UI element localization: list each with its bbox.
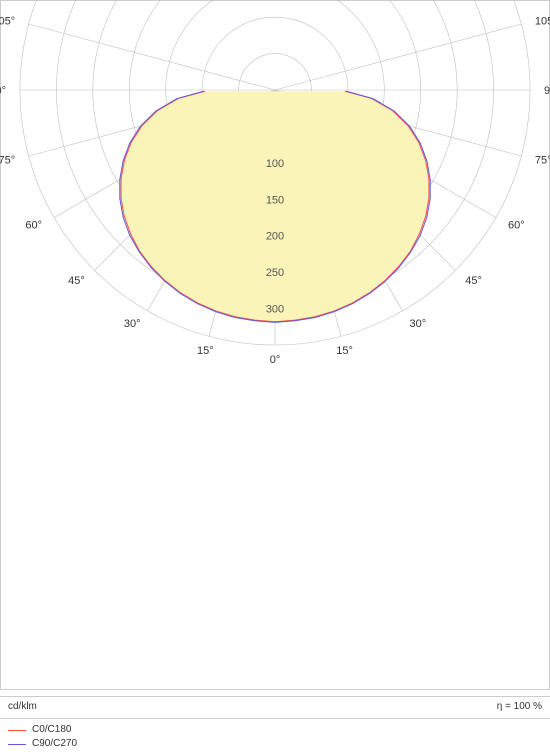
svg-text:15°: 15° [336, 345, 353, 357]
efficiency-label: η = 100 % [497, 701, 542, 712]
legend-top-row: cd/klm η = 100 % [0, 696, 550, 719]
svg-text:30°: 30° [124, 318, 141, 330]
legend-item: C90/C270 [8, 737, 542, 751]
legend-label: C90/C270 [32, 737, 77, 751]
polar-svg: 100 150 200 250 300 0° 15° 15° 30° 30° 45° 45° 60° 60… [0, 0, 550, 690]
svg-text:105°: 105° [535, 15, 550, 27]
svg-text:150: 150 [266, 194, 284, 206]
svg-text:90°: 90° [0, 85, 6, 97]
svg-text:0°: 0° [270, 354, 281, 366]
polar-chart: 100 150 200 250 300 0° 15° 15° 30° 30° 45° 45° 60° 60… [0, 0, 550, 750]
svg-text:75°: 75° [535, 155, 550, 167]
legend-area: cd/klm η = 100 % C0/C180C90/C270 [0, 696, 550, 750]
svg-text:45°: 45° [68, 275, 85, 287]
legend-swatch [8, 730, 26, 731]
svg-text:100: 100 [266, 158, 284, 170]
svg-text:45°: 45° [465, 275, 482, 287]
svg-text:250: 250 [266, 267, 284, 279]
legend-label: C0/C180 [32, 723, 71, 737]
svg-text:30°: 30° [410, 318, 427, 330]
svg-text:15°: 15° [197, 345, 214, 357]
svg-text:90°: 90° [544, 85, 550, 97]
svg-text:300: 300 [266, 304, 284, 316]
svg-text:200: 200 [266, 231, 284, 243]
legend-item: C0/C180 [8, 723, 542, 737]
svg-text:105°: 105° [0, 15, 15, 27]
legend-swatch [8, 744, 26, 745]
unit-label: cd/klm [8, 701, 37, 712]
svg-text:60°: 60° [508, 220, 525, 232]
svg-text:75°: 75° [0, 155, 15, 167]
svg-text:60°: 60° [25, 220, 42, 232]
